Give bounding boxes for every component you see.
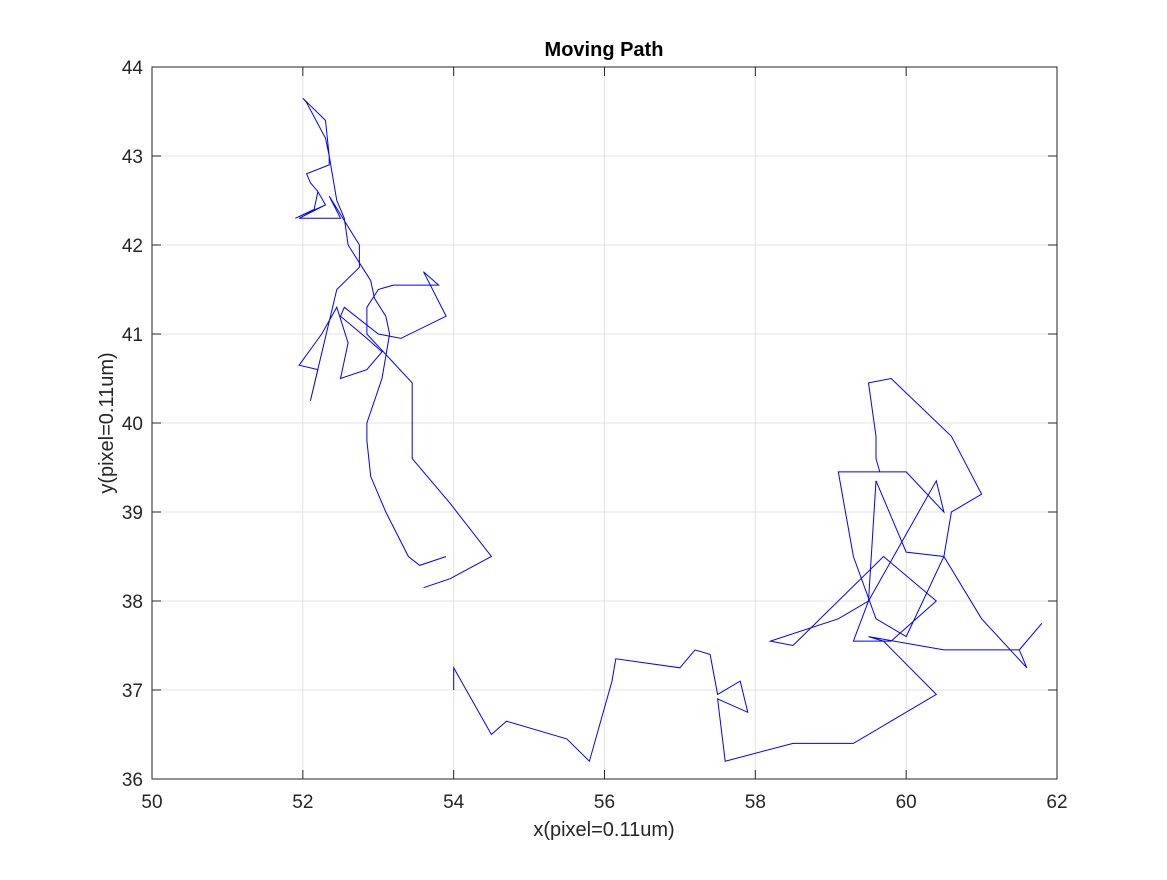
ticks: 50 52 54 56 58 60 62 36 37 38 39 40 41 42 43 44 [122, 58, 1068, 813]
y-axis-label: y(pixel=0.11um) [96, 352, 118, 493]
x-tick-label: 54 [443, 792, 465, 813]
y-tick-label: 43 [122, 147, 143, 168]
y-tick-label: 36 [122, 770, 143, 791]
grid [151, 66, 1058, 780]
y-tick-label: 37 [122, 681, 143, 702]
x-tick-label: 60 [896, 792, 917, 813]
y-tick-label: 38 [122, 592, 143, 613]
y-tick-label: 41 [122, 325, 143, 346]
path-series-line-1 [295, 97, 493, 589]
x-axis-label: x(pixel=0.11um) [533, 819, 674, 841]
y-tick-label: 40 [122, 414, 143, 435]
y-tick-label: 42 [122, 236, 143, 257]
x-tick-label: 58 [745, 792, 766, 813]
data-layer [295, 97, 1043, 763]
x-tick-label: 50 [141, 792, 162, 813]
path-series-line-2 [453, 377, 1043, 763]
y-tick-label: 39 [122, 503, 143, 524]
x-tick-label: 62 [1046, 792, 1067, 813]
chart-title: Moving Path [545, 39, 664, 61]
y-tick-label: 44 [122, 58, 144, 79]
x-tick-label: 56 [594, 792, 615, 813]
x-tick-label: 52 [292, 792, 313, 813]
